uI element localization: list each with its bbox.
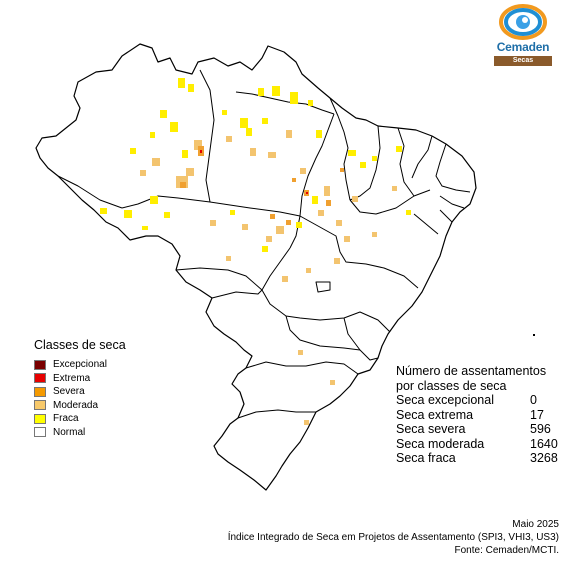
logo-subtitle: Secas bbox=[494, 56, 552, 66]
legend-swatch bbox=[34, 359, 46, 370]
cemaden-logo: Cemaden Secas bbox=[492, 4, 554, 66]
legend-item: Excepcional bbox=[34, 358, 126, 372]
legend-item: Moderada bbox=[34, 399, 126, 413]
legend-label: Fraca bbox=[53, 413, 79, 425]
footer-source: Fonte: Cemaden/MCTI. bbox=[454, 545, 559, 556]
count-value: 3268 bbox=[530, 451, 558, 465]
legend-label: Extrema bbox=[53, 372, 91, 384]
count-row: Seca extrema 17 bbox=[396, 408, 565, 423]
count-label: Seca extrema bbox=[396, 407, 474, 422]
settlement-counts: Número de assentamentos por classes de s… bbox=[396, 364, 565, 466]
state-borders bbox=[57, 69, 471, 419]
legend-label: Severa bbox=[53, 386, 85, 398]
count-value: 1640 bbox=[530, 436, 558, 451]
footer-date: Maio 2025 bbox=[512, 519, 559, 530]
count-value: 17 bbox=[530, 407, 544, 422]
legend-item: Severa bbox=[34, 385, 126, 399]
count-label: Seca fraca bbox=[396, 451, 456, 465]
legend-label: Moderada bbox=[53, 399, 99, 411]
count-row: Seca fraca 3268 bbox=[396, 451, 565, 466]
count-row: Seca severa 596 bbox=[396, 422, 565, 437]
count-row: Seca excepcional 0 bbox=[396, 393, 565, 408]
extrema-patches bbox=[200, 150, 308, 194]
legend-swatch bbox=[34, 373, 46, 384]
legend-item: Normal bbox=[34, 426, 126, 440]
legend-swatch bbox=[34, 400, 46, 411]
legend-item: Extrema bbox=[34, 372, 126, 386]
fraca-patches bbox=[100, 78, 411, 252]
legend-item: Fraca bbox=[34, 412, 126, 426]
count-label: Seca moderada bbox=[396, 436, 485, 451]
legend-label: Normal bbox=[53, 426, 86, 438]
legend-swatch bbox=[34, 413, 46, 424]
count-value: 596 bbox=[530, 422, 551, 436]
footer: Maio 2025 Índice Integrado de Seca em Pr… bbox=[228, 518, 559, 557]
legend-swatch bbox=[34, 427, 46, 438]
marker-dot bbox=[533, 334, 535, 336]
count-label: Seca excepcional bbox=[396, 393, 494, 407]
counts-title: Número de assentamentos por classes de s… bbox=[396, 364, 547, 393]
legend-title: Classes de seca bbox=[34, 338, 126, 352]
legend-label: Excepcional bbox=[53, 359, 107, 371]
count-row: Seca moderada 1640 bbox=[396, 437, 565, 452]
count-value: 0 bbox=[530, 393, 537, 407]
logo-name: Cemaden bbox=[496, 40, 550, 54]
count-label: Seca severa bbox=[396, 422, 466, 436]
count-rows: Seca excepcional 0 Seca extrema 17 Seca seve… bbox=[396, 393, 565, 466]
legend-swatch bbox=[34, 386, 46, 397]
eye-logo-icon bbox=[499, 4, 547, 40]
legend: Classes de seca Excepcional Extrema Severa… bbox=[34, 338, 126, 439]
legend-items: Excepcional Extrema Severa Moderada Fraca Nor… bbox=[34, 358, 126, 439]
footer-index: Índice Integrado de Seca em Projetos de … bbox=[227, 532, 559, 543]
